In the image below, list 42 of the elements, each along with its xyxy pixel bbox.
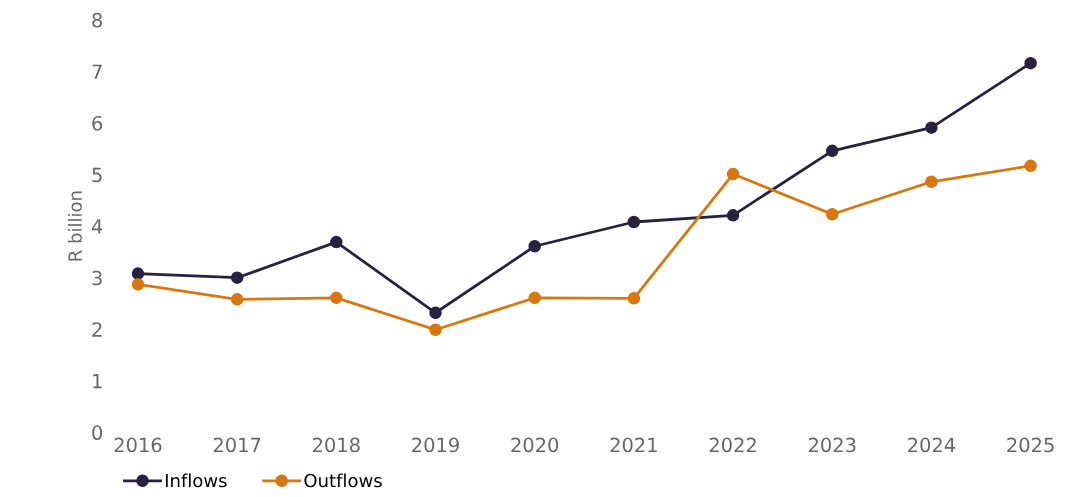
y-axis-title: R billion: [67, 191, 82, 261]
point: [825, 208, 839, 221]
y-tick-label: 1: [93, 374, 102, 389]
y-tick-label: 5: [92, 167, 102, 183]
point: [330, 235, 343, 249]
point: [925, 175, 938, 189]
y-tick-label: 0: [92, 425, 103, 441]
point: [429, 323, 442, 337]
point: [429, 306, 442, 320]
point: [726, 209, 740, 222]
point: [528, 239, 541, 253]
x-tick-label: 2016: [114, 437, 162, 453]
point: [330, 291, 343, 305]
point: [726, 167, 740, 181]
point: [230, 271, 244, 284]
point: [627, 215, 641, 229]
point: [131, 267, 145, 280]
y-tick-label: 6: [92, 115, 103, 131]
point: [230, 293, 244, 306]
point: [528, 291, 541, 305]
y-tick-label: 2: [92, 322, 102, 337]
x-tick-label: 2022: [709, 437, 756, 453]
point: [825, 144, 839, 158]
point: [1024, 159, 1037, 173]
x-tick-label: 2018: [313, 437, 360, 453]
x-tick-label: 2025: [1007, 437, 1054, 453]
x-tick-label: 2021: [610, 437, 657, 453]
point: [925, 121, 938, 134]
x-tick-label: 2024: [908, 437, 956, 453]
y-tick-label: 7: [92, 64, 102, 79]
x-tick-label: 2020: [511, 437, 559, 453]
legend-label: Inflows: [165, 473, 227, 488]
legend-label: Outflows: [304, 473, 382, 488]
x-tick-label: 2017: [213, 437, 261, 453]
y-tick-label: 8: [92, 12, 103, 28]
point: [627, 292, 641, 305]
point: [131, 278, 145, 291]
y-tick-label: 4: [91, 219, 103, 234]
point: [1024, 56, 1037, 70]
y-tick-label: 3: [92, 270, 102, 286]
x-tick-label: 2023: [808, 437, 856, 453]
x-tick-label: 2019: [412, 437, 459, 453]
